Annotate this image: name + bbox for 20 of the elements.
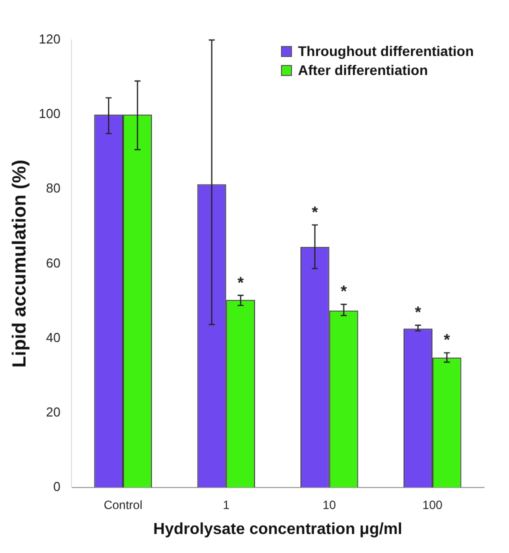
y-tick-label: 20 — [46, 404, 60, 420]
legend-label: Throughout differentiation — [298, 42, 474, 61]
annotation: * — [340, 284, 348, 301]
x-axis-title: Hydrolysate concentration μg/ml — [153, 520, 402, 538]
y-tick-label: 40 — [46, 330, 60, 345]
y-tick-label: 100 — [38, 106, 60, 122]
legend-label: After differentiation — [298, 61, 428, 80]
y-tick-label: 120 — [38, 32, 60, 47]
annotation: * — [414, 304, 422, 322]
annotation: * — [444, 332, 451, 350]
y-tick-label: 0 — [53, 478, 60, 494]
annotation: * — [238, 274, 244, 292]
x-tick-label: 1 — [222, 498, 230, 512]
y-tick-label: 80 — [46, 180, 60, 196]
annotation: * — [312, 204, 319, 222]
x-tick-label: 100 — [422, 498, 443, 512]
x-tick-label: 10 — [322, 498, 336, 512]
y-tick-label: 60 — [46, 255, 60, 270]
y-axis-title: Lipid accumulation (%) — [10, 160, 31, 368]
x-tick-label: Control — [104, 498, 142, 512]
